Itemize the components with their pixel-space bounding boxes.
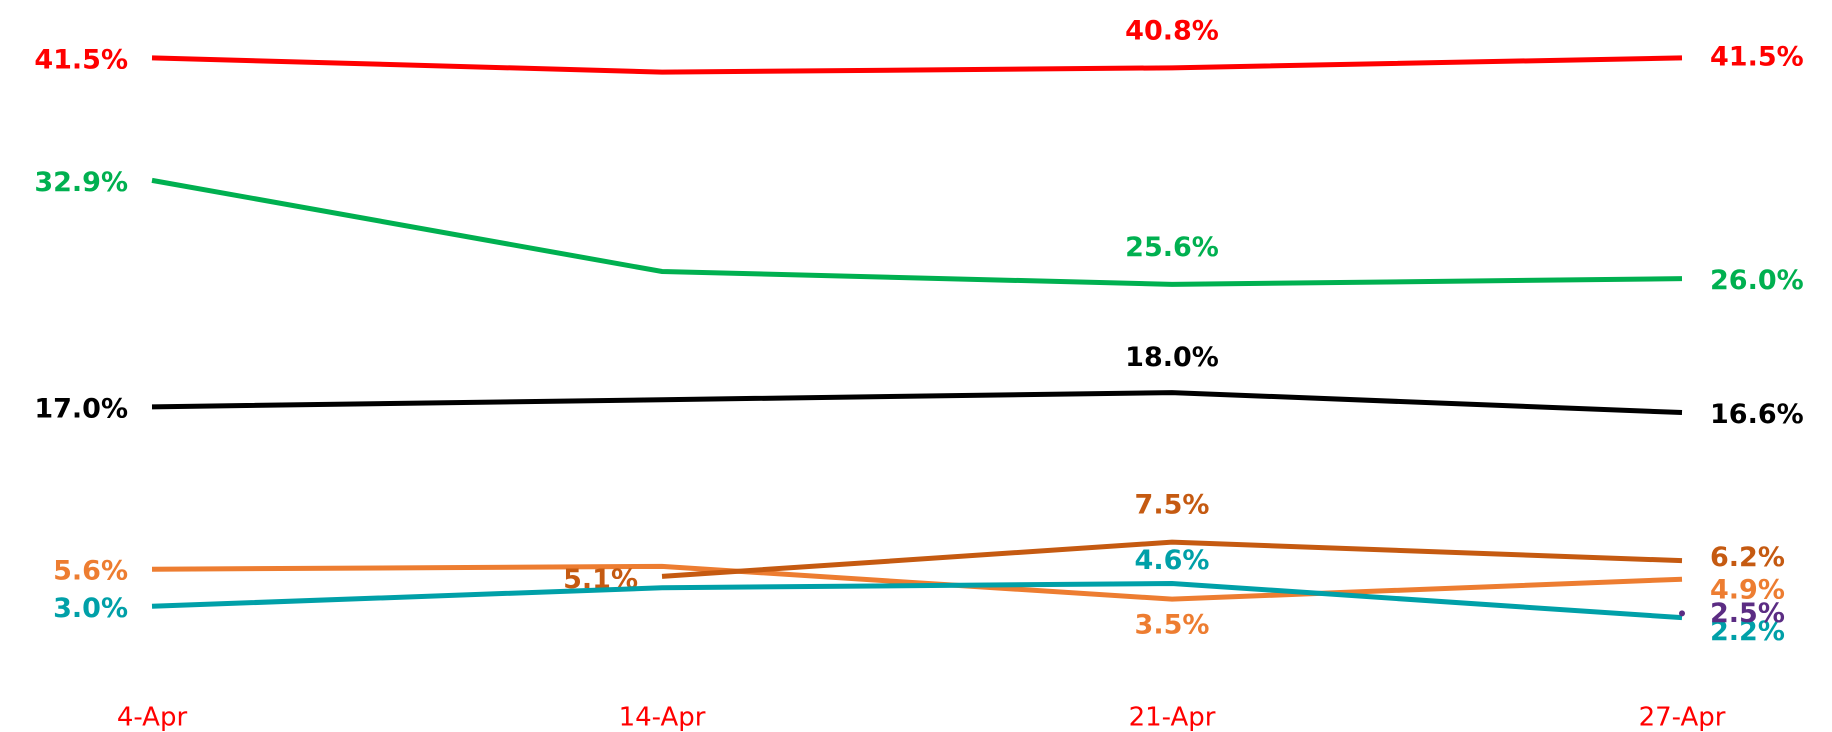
data-label: 26.0% [1710,265,1804,296]
data-label: 18.0% [1125,342,1219,373]
line [151,563,1683,602]
line [151,580,1683,621]
x-tick-label: 21-Apr [1129,703,1216,732]
line [151,55,1683,75]
data-label: 17.0% [34,393,128,424]
data-label: 41.5% [1710,41,1804,72]
data-label: 16.6% [1710,399,1804,430]
line [661,539,1683,579]
data-label: 6.2% [1710,542,1785,573]
line [151,177,1683,287]
data-label: 3.5% [1135,610,1210,641]
data-label: 32.9% [34,167,128,198]
x-tick-label: 27-Apr [1639,703,1726,732]
data-label: 5.6% [53,556,128,587]
data-label: 2.2% [1710,616,1785,647]
point [1679,610,1685,617]
x-tick-label: 14-Apr [619,703,706,732]
data-label: 41.5% [34,44,128,75]
line [151,390,1683,416]
data-label: 7.5% [1135,490,1210,521]
data-label: 4.9% [1710,575,1785,606]
data-label: 25.6% [1125,232,1219,263]
data-label: 4.6% [1135,545,1210,576]
data-label: 2.5% [1710,598,1785,629]
x-tick-label: 4-Apr [117,703,188,732]
data-label: 3.0% [53,593,128,624]
data-label: 40.8% [1125,15,1219,46]
